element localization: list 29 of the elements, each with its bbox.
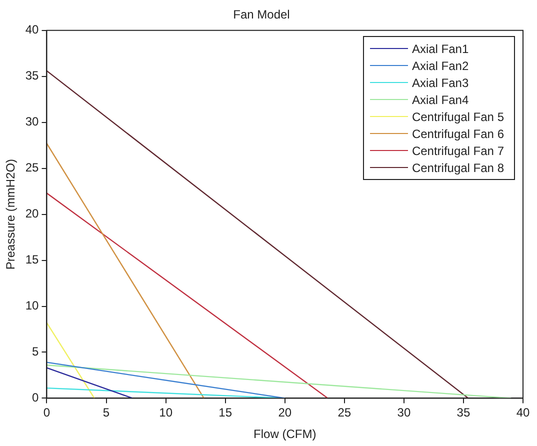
y-tick-label: 30	[25, 114, 40, 129]
y-tick-label: 5	[32, 344, 40, 359]
legend-label: Axial Fan3	[412, 76, 469, 90]
legend-label: Centrifugal Fan 6	[412, 126, 504, 141]
legend-label: Axial Fan1	[412, 42, 469, 56]
legend-label: Axial Fan2	[412, 58, 469, 73]
x-tick-label: 5	[102, 406, 110, 420]
chart-title: Fan Model	[233, 8, 290, 22]
legend-label: Axial Fan4	[412, 92, 469, 107]
x-axis-title: Flow (CFM)	[254, 427, 316, 442]
x-tick-label: 0	[43, 406, 50, 420]
x-tick-label: 25	[338, 406, 352, 420]
x-tick-label: 35	[456, 406, 470, 420]
x-tick-label: 20	[278, 406, 292, 420]
y-tick-label: 15	[25, 252, 40, 267]
y-tick-label: 25	[25, 160, 40, 175]
y-tick-label: 20	[25, 206, 40, 221]
y-tick-label: 35	[25, 68, 40, 83]
x-tick-label: 10	[159, 406, 173, 420]
legend-label: Centrifugal Fan 5	[412, 110, 504, 124]
legend-label: Centrifugal Fan 8	[412, 160, 504, 175]
y-tick-label: 40	[25, 22, 40, 37]
x-tick-label: 40	[516, 406, 530, 420]
y-tick-label: 10	[25, 298, 40, 313]
legend-label: Centrifugal Fan 7	[412, 144, 504, 158]
x-tick-label: 30	[397, 406, 411, 420]
x-tick-label: 15	[218, 406, 232, 420]
y-axis-title: Preassure (mmH2O)	[4, 158, 18, 270]
y-tick-label: 0	[32, 390, 40, 405]
